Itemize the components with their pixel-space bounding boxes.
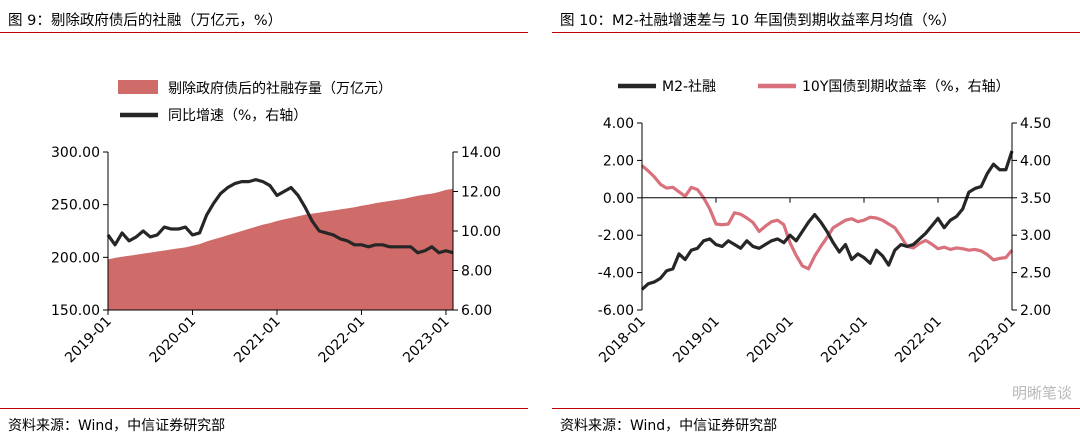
legend: M2-社融 10Y国债到期收益率（%，右轴） (618, 78, 1010, 95)
y-tick-label-left: -4.00 (598, 266, 634, 282)
line-path-growth (106, 178, 454, 255)
figure-10-panel: 图 10：M2-社融增速差与 10 年国债到期收益率月均值（%） M2-社融 1… (552, 0, 1080, 445)
source-note: 资料来源：Wind，中信证券研究部 (560, 418, 778, 434)
y-tick-label-left: 2.00 (603, 153, 634, 169)
chart-figure-10: M2-社融 10Y国债到期收益率（%，右轴） -6.00 -4.00 -2.00 0.… (596, 78, 1051, 367)
x-tick-label: 2022-01 (892, 314, 945, 367)
legend-label-m2: M2-社融 (662, 79, 716, 95)
y-tick-label-left: -6.00 (598, 303, 634, 319)
x-tick-label: 2023-01 (966, 314, 1019, 367)
y-tick-label-right: 12.00 (461, 185, 501, 201)
x-tick-label: 2019-01 (670, 314, 723, 367)
y-tick-label-left: 150.00 (51, 303, 100, 319)
title-divider (0, 32, 528, 33)
x-tick-label: 2021-01 (231, 314, 284, 367)
source-note: 资料来源：Wind，中信证券研究部 (8, 418, 226, 434)
y-tick-label-left: 250.00 (51, 198, 100, 214)
figure-title: 图 10：M2-社融增速差与 10 年国债到期收益率月均值（%） (560, 13, 956, 29)
source-divider (552, 408, 1080, 409)
x-tick-label: 2022-01 (316, 314, 369, 367)
line-path-m2 (640, 150, 1014, 291)
legend-label-growth: 同比增速（%，右轴） (168, 108, 307, 124)
y-tick-label-right: 10.00 (461, 224, 501, 240)
area-series-stock (108, 188, 453, 310)
lines (640, 150, 1014, 291)
y-tick-label-right: 4.50 (1020, 116, 1051, 132)
x-tick-label: 2023-01 (400, 314, 453, 367)
figure-9-panel: 图 9：剔除政府债后的社融（万亿元，%） 剔除政府债后的社融存量（万亿元） 同比… (0, 0, 528, 445)
y-tick-label-right: 4.00 (1020, 153, 1051, 169)
y-tick-label-right: 3.50 (1020, 191, 1051, 207)
area-fill-stock (108, 188, 453, 310)
watermark: 明晰笔谈 (1011, 384, 1072, 402)
source-divider (0, 408, 528, 409)
y-tick-label-right: 8.00 (461, 264, 492, 280)
x-tick-label: 2020-01 (744, 314, 797, 367)
line-series-growth (106, 178, 454, 255)
y-tick-label-right: 14.00 (461, 145, 501, 161)
figure-title: 图 9：剔除政府债后的社融（万亿元，%） (8, 13, 283, 29)
x-tick-label: 2020-01 (147, 314, 200, 367)
legend: 剔除政府债后的社融存量（万亿元） 同比增速（%，右轴） (118, 80, 392, 124)
y-tick-label-left: 300.00 (51, 145, 100, 161)
legend-label-stock: 剔除政府债后的社融存量（万亿元） (168, 81, 392, 97)
y-tick-label-right: 3.00 (1020, 228, 1051, 244)
x-tick-label: 2021-01 (818, 314, 871, 367)
legend-label-yield: 10Y国债到期收益率（%，右轴） (802, 78, 1010, 95)
y-tick-label-left: 4.00 (603, 116, 634, 132)
x-tick-label: 2019-01 (62, 314, 115, 367)
y-tick-label-right: 2.00 (1020, 303, 1051, 319)
y-tick-label-left: -2.00 (598, 228, 634, 244)
y-tick-label-left: 200.00 (51, 250, 100, 266)
chart-figure-9: 剔除政府债后的社融存量（万亿元） 同比增速（%，右轴） 150.00 200.00… (51, 80, 501, 367)
y-tick-label-right: 2.50 (1020, 266, 1051, 282)
title-divider (552, 32, 1080, 33)
x-tick-label: 2018-01 (596, 314, 649, 367)
y-tick-label-left: 0.00 (603, 191, 634, 207)
legend-swatch-area (118, 80, 158, 94)
y-tick-label-right: 6.00 (461, 303, 492, 319)
